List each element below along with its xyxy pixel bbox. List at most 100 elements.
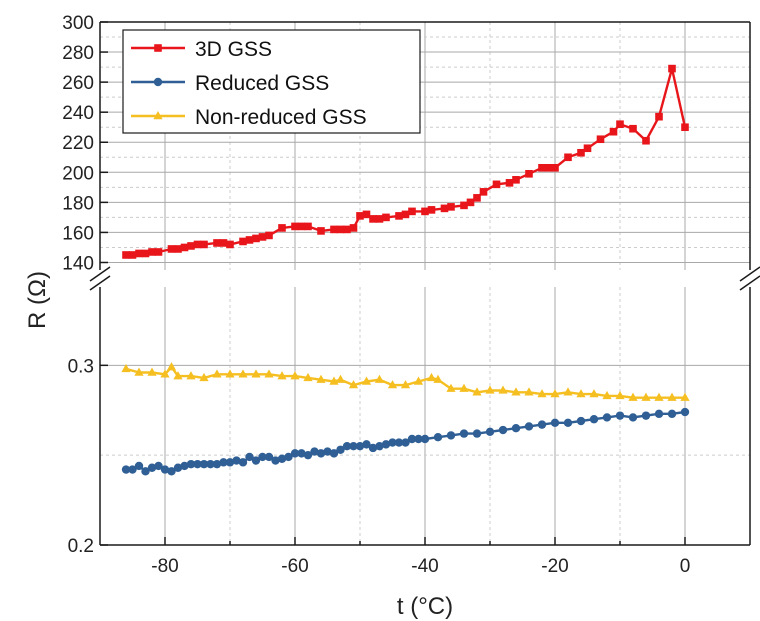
data-point: [413, 376, 424, 385]
data-point: [492, 180, 501, 189]
data-point: [395, 212, 403, 220]
legend-label: 3D GSS: [195, 38, 272, 61]
data-point: [147, 463, 157, 472]
data-point: [440, 204, 449, 213]
y-tick-label: 280: [62, 43, 94, 64]
data-point: [381, 440, 391, 449]
data-point: [310, 447, 319, 456]
data-point: [680, 407, 690, 417]
data-point: [212, 369, 222, 378]
data-point: [512, 176, 520, 184]
data-point: [628, 392, 638, 401]
data-point: [329, 449, 339, 458]
data-point: [167, 245, 176, 253]
data-point: [609, 127, 618, 136]
data-point: [564, 153, 572, 162]
data-point: [154, 461, 163, 471]
y-tick-label: 260: [62, 73, 94, 94]
data-point: [473, 194, 481, 202]
data-point: [537, 420, 547, 429]
data-point: [232, 456, 241, 465]
data-point: [629, 124, 637, 133]
y-tick-label: 240: [62, 103, 94, 124]
data-point: [667, 392, 677, 401]
data-point: [128, 465, 137, 474]
data-point: [225, 458, 235, 467]
data-point: [525, 170, 533, 178]
data-point: [252, 234, 260, 243]
data-point: [466, 198, 475, 207]
data-point: [134, 461, 144, 471]
data-point: [277, 454, 287, 463]
data-point: [348, 380, 359, 389]
data-point: [147, 367, 157, 376]
data-point: [154, 248, 163, 256]
data-point: [271, 456, 280, 465]
data-point: [199, 459, 209, 469]
data-point: [498, 425, 508, 435]
data-point: [537, 389, 547, 398]
data-point: [563, 418, 573, 428]
data-point: [316, 374, 326, 383]
y-tick-label: 300: [62, 13, 94, 34]
axis-break-mark: [89, 275, 111, 291]
data-point: [382, 213, 390, 222]
data-point: [375, 215, 384, 223]
data-point: [167, 467, 176, 476]
data-point: [524, 422, 534, 431]
legend-marker: [153, 111, 163, 120]
data-point: [193, 459, 202, 469]
axis-break-mark: [739, 275, 760, 291]
data-point: [668, 64, 676, 73]
data-point: [317, 227, 325, 235]
data-point: [680, 392, 690, 401]
data-point: [524, 387, 534, 396]
x-tick-label: -40: [411, 556, 438, 577]
data-point: [226, 240, 234, 249]
data-point: [160, 369, 170, 378]
data-point: [349, 441, 358, 451]
y-tick-label: 0.2: [68, 536, 94, 557]
y-tick-label: 140: [62, 253, 94, 274]
data-point: [284, 452, 293, 462]
data-point: [426, 372, 437, 382]
data-point: [349, 224, 358, 232]
data-point: [576, 416, 586, 426]
data-point: [459, 383, 469, 392]
data-point: [336, 445, 345, 454]
data-point: [173, 463, 183, 472]
data-point: [498, 385, 508, 394]
data-point: [141, 467, 150, 476]
data-point: [174, 245, 182, 253]
data-point: [297, 222, 306, 231]
data-point: [401, 210, 410, 219]
data-point: [121, 363, 131, 373]
y-tick-label: 160: [62, 223, 94, 244]
data-point: [655, 112, 663, 121]
data-point: [335, 374, 346, 383]
data-point: [433, 374, 443, 383]
legend-label: Non-reduced GSS: [195, 106, 367, 129]
data-point: [362, 440, 371, 449]
data-point: [576, 389, 586, 398]
data-point: [388, 438, 397, 447]
data-point: [336, 225, 345, 234]
data-point: [265, 231, 273, 240]
data-point: [616, 120, 624, 129]
data-point: [330, 225, 338, 234]
data-point: [166, 362, 177, 371]
data-point: [219, 239, 228, 247]
data-point: [362, 210, 371, 219]
data-point: [414, 434, 423, 444]
data-point: [219, 458, 228, 467]
data-point: [538, 163, 546, 172]
data-point: [278, 224, 286, 232]
data-point: [550, 418, 560, 428]
data-point: [446, 431, 456, 440]
data-point: [446, 383, 456, 392]
data-point: [654, 392, 664, 401]
data-point: [180, 461, 189, 471]
data-point: [485, 427, 495, 437]
data-point: [356, 212, 364, 220]
data-point: [583, 144, 592, 153]
